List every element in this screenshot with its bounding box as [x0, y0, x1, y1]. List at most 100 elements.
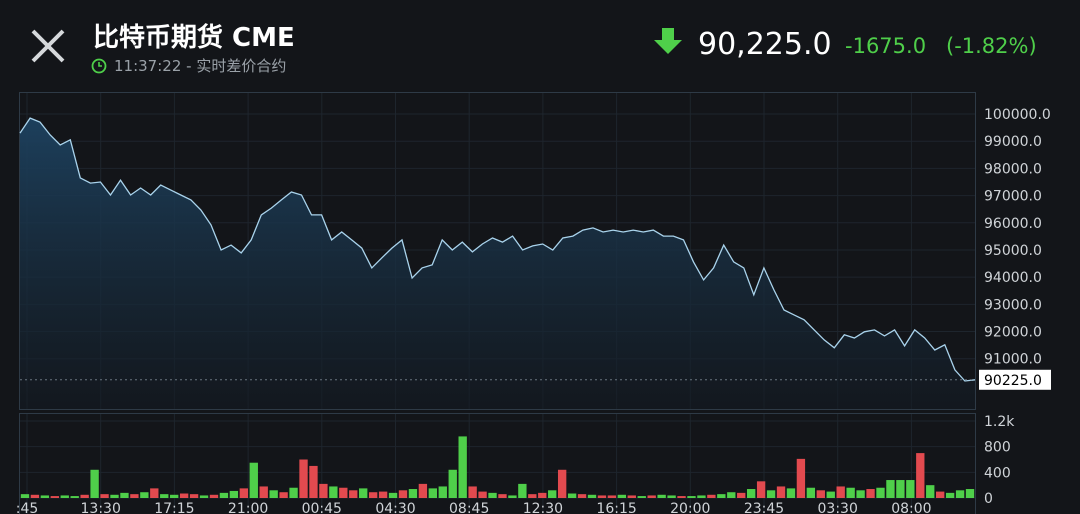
x-tick-label: 23:45 — [744, 501, 784, 514]
volume-bar — [120, 492, 129, 498]
volume-bar — [50, 496, 59, 498]
volume-bar — [488, 492, 497, 498]
volume-bar — [259, 486, 268, 498]
price-panel — [19, 92, 976, 410]
volume-bar — [697, 495, 706, 498]
volume-bar — [100, 494, 109, 498]
volume-bar — [478, 491, 487, 498]
volume-bar — [20, 494, 30, 498]
volume-bar — [408, 489, 418, 498]
volume-bar — [955, 490, 965, 498]
change: -1675.0 — [845, 34, 926, 58]
y-tick-label: 400 — [984, 465, 1011, 481]
volume-bar — [936, 491, 945, 498]
volume-bar — [627, 495, 636, 498]
volume-bar — [239, 488, 249, 498]
y-tick-label: 91000.0 — [984, 352, 1042, 368]
x-tick-label: 08:00 — [891, 501, 931, 514]
volume-bar — [557, 469, 567, 498]
volume-bar — [866, 489, 875, 498]
volume-bar — [368, 492, 378, 498]
volume-bar — [786, 488, 796, 498]
y-tick-label: 92000.0 — [984, 325, 1042, 341]
volume-bar — [30, 494, 40, 498]
volume-bar — [896, 480, 905, 498]
volume-bar — [428, 488, 438, 498]
y-tick-label: 98000.0 — [984, 161, 1042, 177]
volume-bar — [826, 491, 835, 498]
volume-bar — [458, 436, 467, 498]
volume-bar — [597, 495, 607, 498]
volume-bar — [806, 487, 816, 498]
down-arrow-icon — [654, 28, 682, 54]
price-area — [20, 118, 975, 409]
volume-bar — [438, 486, 447, 498]
x-tick-label: 17:15 — [154, 501, 194, 514]
volume-bar — [130, 494, 139, 498]
volume-bar — [707, 494, 716, 498]
volume-panel — [19, 413, 976, 514]
x-tick-label: :45 — [16, 501, 39, 514]
volume-bar — [965, 489, 975, 498]
price: 90,225.0 — [698, 27, 832, 62]
volume-bar — [796, 458, 806, 498]
volume-bar — [378, 491, 388, 498]
x-tick-label: 12:30 — [523, 501, 563, 514]
volume-bar — [269, 490, 278, 498]
volume-bar — [179, 493, 189, 498]
volume-bar — [587, 494, 597, 498]
volume-bar — [448, 469, 457, 498]
volume-bar — [219, 492, 229, 498]
volume-bar — [846, 487, 855, 498]
volume-bar — [518, 483, 527, 498]
y-tick-label: 93000.0 — [984, 297, 1042, 313]
volume-bar — [140, 492, 149, 498]
volume-bar — [229, 490, 239, 498]
change-percent: (-1.82%) — [946, 34, 1037, 58]
volume-bar — [876, 487, 885, 498]
volume-bar — [289, 487, 298, 498]
volume-bar — [40, 495, 50, 498]
last-price-label: 90225.0 — [984, 373, 1042, 389]
volume-bar — [647, 495, 656, 498]
volume-bar — [160, 494, 169, 498]
volume-bar — [886, 480, 895, 498]
x-tick-label: 04:30 — [375, 501, 415, 514]
volume-bar — [299, 459, 308, 498]
clock-icon — [91, 58, 107, 74]
x-tick-label: 08:45 — [449, 501, 489, 514]
y-tick-label: 96000.0 — [984, 216, 1042, 232]
x-tick-label: 00:45 — [302, 501, 342, 514]
volume-bar — [349, 490, 358, 498]
x-tick-label: 03:30 — [818, 501, 858, 514]
y-tick-label: 99000.0 — [984, 134, 1042, 150]
x-tick-label: 16:15 — [596, 501, 636, 514]
volume-bar — [150, 488, 159, 498]
volume-bar — [70, 496, 79, 498]
volume-bar — [926, 485, 935, 498]
x-tick-label: 21:00 — [228, 501, 268, 514]
volume-bar — [170, 494, 179, 498]
volume-bar — [388, 492, 398, 498]
y-tick-label: 95000.0 — [984, 243, 1042, 259]
title: 比特币期货 CME — [93, 22, 295, 53]
volume-bar — [737, 492, 746, 498]
volume-bar — [468, 486, 477, 498]
volume-bar — [766, 490, 776, 498]
volume-bar — [617, 494, 627, 498]
volume-bar — [508, 495, 517, 498]
y-tick-label: 800 — [984, 440, 1011, 456]
volume-bar — [110, 494, 119, 498]
close-button[interactable] — [31, 29, 65, 63]
volume-bar — [657, 494, 666, 498]
volume-bar — [199, 495, 209, 498]
y-tick-label: 0 — [984, 491, 993, 507]
volume-bar — [309, 465, 318, 498]
y-tick-label: 1.2k — [984, 414, 1015, 430]
volume-bar — [80, 494, 89, 498]
volume-bar — [498, 494, 507, 498]
y-tick-label: 100000.0 — [984, 107, 1051, 123]
x-tick-label: 13:30 — [81, 501, 121, 514]
